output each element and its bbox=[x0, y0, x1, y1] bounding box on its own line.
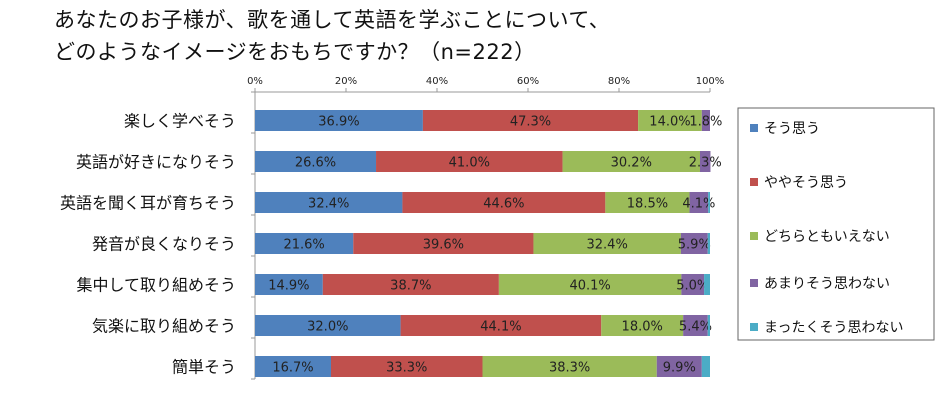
bar-segment bbox=[601, 315, 684, 336]
data-label: 5.0% bbox=[676, 279, 709, 294]
bar-segment bbox=[255, 315, 401, 336]
data-label: 47.3% bbox=[510, 115, 551, 130]
category-label: 簡単そう bbox=[172, 358, 236, 377]
legend-swatch bbox=[750, 323, 758, 331]
data-label: 32.0% bbox=[307, 320, 348, 335]
legend-box bbox=[737, 107, 935, 341]
x-tick-label: 40% bbox=[426, 76, 448, 87]
bar-segment bbox=[255, 192, 403, 213]
data-label: 44.6% bbox=[483, 197, 524, 212]
data-label: 41.0% bbox=[449, 156, 490, 171]
legend-label: まったくそう思わない bbox=[764, 320, 903, 336]
legend-label: ややそう思う bbox=[764, 175, 848, 191]
data-label: 18.5% bbox=[627, 197, 668, 212]
legend-label: そう思う bbox=[764, 121, 820, 137]
data-label: 39.6% bbox=[423, 238, 464, 253]
data-label: 32.4% bbox=[587, 238, 628, 253]
bar-segment bbox=[498, 274, 682, 295]
data-label: 16.7% bbox=[272, 361, 313, 376]
category-label: 集中して取り組めそう bbox=[76, 276, 236, 295]
bar-segment bbox=[322, 274, 499, 295]
legend-swatch bbox=[750, 279, 758, 287]
bar-segment bbox=[707, 233, 710, 254]
category-label: 英語が好きになりそう bbox=[76, 153, 236, 172]
legend-swatch bbox=[750, 232, 758, 240]
bar-segment bbox=[708, 192, 710, 213]
bar-segment bbox=[255, 233, 354, 254]
bar-segment bbox=[533, 233, 681, 254]
bar-segment bbox=[255, 110, 423, 131]
bar-segment bbox=[255, 274, 323, 295]
bar-segment bbox=[656, 356, 702, 377]
chart-title-line-2: どのようなイメージをおもちですか？（n=222） bbox=[54, 40, 536, 64]
data-label: 5.9% bbox=[678, 238, 711, 253]
legend-swatch bbox=[750, 124, 758, 132]
x-tick-label: 60% bbox=[517, 76, 539, 87]
bar-segment bbox=[482, 356, 657, 377]
bar-segment bbox=[255, 151, 377, 172]
bar-segment bbox=[699, 151, 711, 172]
bar-segment bbox=[638, 110, 702, 131]
data-label: 14.9% bbox=[268, 279, 309, 294]
data-label: 36.9% bbox=[318, 115, 359, 130]
x-tick-label: 80% bbox=[608, 76, 630, 87]
data-label: 30.2% bbox=[611, 156, 652, 171]
bar-segment bbox=[353, 233, 534, 254]
data-label: 21.6% bbox=[283, 238, 324, 253]
legend-swatch bbox=[750, 178, 758, 186]
data-label: 26.6% bbox=[295, 156, 336, 171]
legend-label: あまりそう思わない bbox=[764, 276, 890, 292]
data-label: 9.9% bbox=[663, 361, 696, 376]
bar-segment bbox=[701, 356, 710, 377]
data-label: 32.4% bbox=[308, 197, 349, 212]
bar-segment bbox=[255, 356, 331, 377]
x-tick-label: 100% bbox=[696, 76, 725, 87]
legend-label: どちらともいえない bbox=[764, 229, 890, 245]
bar-segment bbox=[683, 315, 708, 336]
bar-segment bbox=[707, 315, 710, 336]
data-label: 5.4% bbox=[679, 320, 712, 335]
data-label: 4.1% bbox=[682, 197, 715, 212]
data-label: 38.3% bbox=[549, 361, 590, 376]
data-label: 44.1% bbox=[480, 320, 521, 335]
data-label: 2.3% bbox=[689, 156, 722, 171]
bar-segment bbox=[701, 110, 710, 131]
category-label: 発音が良くなりそう bbox=[92, 235, 236, 254]
chart-title-line-1: あなたのお子様が、歌を通して英語を学ぶことについて、 bbox=[54, 8, 611, 32]
category-label: 気楽に取り組めそう bbox=[92, 317, 236, 336]
bar-segment bbox=[689, 192, 709, 213]
bar-segment bbox=[681, 274, 705, 295]
bar-segment bbox=[422, 110, 639, 131]
data-label: 33.3% bbox=[386, 361, 427, 376]
x-tick-label: 0% bbox=[247, 76, 263, 87]
data-label: 1.8% bbox=[689, 115, 722, 130]
bar-segment bbox=[400, 315, 602, 336]
category-label: 楽しく学べそう bbox=[124, 112, 236, 131]
bar-segment bbox=[330, 356, 483, 377]
bar-segment bbox=[562, 151, 700, 172]
data-label: 18.0% bbox=[622, 320, 663, 335]
data-label: 38.7% bbox=[390, 279, 431, 294]
data-label: 40.1% bbox=[569, 279, 610, 294]
x-tick-label: 20% bbox=[335, 76, 357, 87]
bar-segment bbox=[376, 151, 563, 172]
bar-segment bbox=[402, 192, 606, 213]
data-label: 14.0% bbox=[649, 115, 690, 130]
bar-segment bbox=[704, 274, 710, 295]
bar-segment bbox=[680, 233, 708, 254]
category-label: 英語を聞く耳が育ちそう bbox=[60, 194, 236, 213]
bar-segment bbox=[605, 192, 690, 213]
